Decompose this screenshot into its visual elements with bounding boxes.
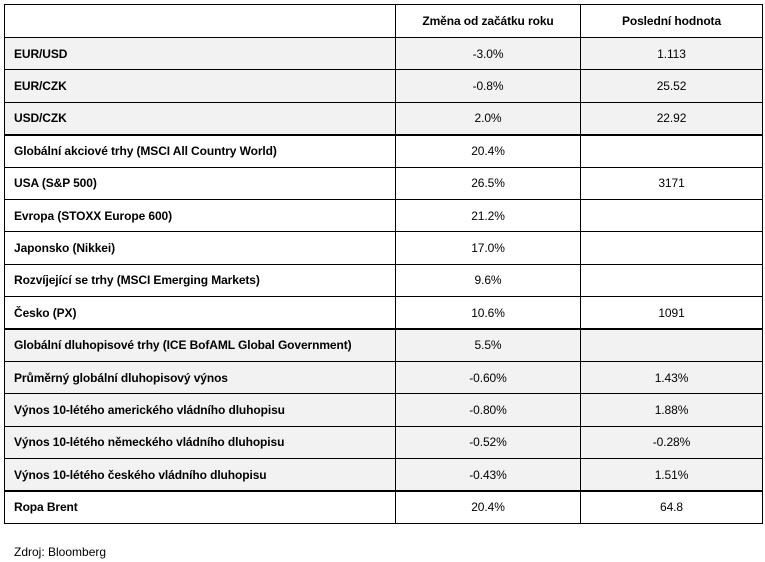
- row-label: Česko (PX): [4, 296, 396, 330]
- row-label: EUR/CZK: [4, 69, 396, 103]
- last-value-cell: 22.92: [580, 101, 763, 136]
- last-value-cell: 64.8: [580, 489, 763, 524]
- ytd-change-cell: 21.2%: [395, 198, 581, 233]
- table-row: Japonsko (Nikkei) 17.0%: [4, 231, 763, 265]
- row-label: USD/CZK: [4, 101, 396, 136]
- row-label: Evropa (STOXX Europe 600): [4, 198, 396, 233]
- ytd-change-cell: -0.43%: [395, 458, 581, 492]
- last-value-cell: 1.88%: [580, 393, 763, 427]
- row-label: Výnos 10-létého amerického vládního dluh…: [4, 393, 396, 427]
- row-label: Průměrný globální dluhopisový výnos: [4, 360, 396, 395]
- ytd-change-cell: 17.0%: [395, 231, 581, 265]
- table-row: Rozvíjející se trhy (MSCI Emerging Marke…: [4, 263, 763, 298]
- table-row: Výnos 10-létého českého vládního dluhopi…: [4, 458, 763, 492]
- ytd-change-cell: -0.52%: [395, 425, 581, 460]
- ytd-change-cell: 5.5%: [395, 328, 581, 362]
- table-row: Globální akciové trhy (MSCI All Country …: [4, 133, 763, 168]
- market-overview-table: Změna od začátku roku Poslední hodnota E…: [4, 4, 763, 524]
- last-value-cell: 3171: [580, 166, 763, 200]
- table-row: EUR/USD -3.0% 1.113: [4, 36, 763, 71]
- ytd-change-cell: 9.6%: [395, 263, 581, 298]
- table-row: Průměrný globální dluhopisový výnos -0.60…: [4, 360, 763, 395]
- table-row: USA (S&P 500) 26.5% 3171: [4, 166, 763, 200]
- last-value-cell: -0.28%: [580, 425, 763, 460]
- row-label: Výnos 10-létého českého vládního dluhopi…: [4, 458, 396, 492]
- row-label: Japonsko (Nikkei): [4, 231, 396, 265]
- table-row: EUR/CZK -0.8% 25.52: [4, 69, 763, 103]
- ytd-change-cell: -0.8%: [395, 69, 581, 103]
- header-last-value-column: Poslední hodnota: [580, 4, 763, 38]
- row-label: Ropa Brent: [4, 489, 396, 524]
- table-row: Výnos 10-létého německého vládního dluho…: [4, 425, 763, 460]
- row-label: Globální dluhopisové trhy (ICE BofAML Gl…: [4, 328, 396, 362]
- table-header-row: Změna od začátku roku Poslední hodnota: [4, 4, 763, 38]
- last-value-cell: [580, 231, 763, 265]
- table-body: EUR/USD -3.0% 1.113 EUR/CZK -0.8% 25.52 USD/CZ…: [4, 36, 763, 524]
- last-value-cell: [580, 198, 763, 233]
- header-label-column: [4, 4, 396, 38]
- last-value-cell: 1091: [580, 296, 763, 330]
- ytd-change-cell: 26.5%: [395, 166, 581, 200]
- table-row: USD/CZK 2.0% 22.92: [4, 101, 763, 136]
- last-value-cell: 25.52: [580, 69, 763, 103]
- ytd-change-cell: 2.0%: [395, 101, 581, 136]
- ytd-change-cell: -0.60%: [395, 360, 581, 395]
- ytd-change-cell: 10.6%: [395, 296, 581, 330]
- table-row: Výnos 10-létého amerického vládního dluh…: [4, 393, 763, 427]
- last-value-cell: 1.113: [580, 36, 763, 71]
- table-row: Česko (PX) 10.6% 1091: [4, 296, 763, 330]
- last-value-cell: [580, 263, 763, 298]
- last-value-cell: 1.43%: [580, 360, 763, 395]
- last-value-cell: [580, 133, 763, 168]
- row-label: Výnos 10-létého německého vládního dluho…: [4, 425, 396, 460]
- row-label: EUR/USD: [4, 36, 396, 71]
- header-change-column: Změna od začátku roku: [395, 4, 581, 38]
- source-note: Zdroj: Bloomberg: [14, 545, 107, 559]
- row-label: Globální akciové trhy (MSCI All Country …: [4, 133, 396, 168]
- last-value-cell: 1.51%: [580, 458, 763, 492]
- table-row: Ropa Brent 20.4% 64.8: [4, 489, 763, 524]
- table-row: Evropa (STOXX Europe 600) 21.2%: [4, 198, 763, 233]
- ytd-change-cell: 20.4%: [395, 133, 581, 168]
- ytd-change-cell: 20.4%: [395, 489, 581, 524]
- ytd-change-cell: -3.0%: [395, 36, 581, 71]
- table-row: Globální dluhopisové trhy (ICE BofAML Gl…: [4, 328, 763, 362]
- row-label: Rozvíjející se trhy (MSCI Emerging Marke…: [4, 263, 396, 298]
- last-value-cell: [580, 328, 763, 362]
- ytd-change-cell: -0.80%: [395, 393, 581, 427]
- row-label: USA (S&P 500): [4, 166, 396, 200]
